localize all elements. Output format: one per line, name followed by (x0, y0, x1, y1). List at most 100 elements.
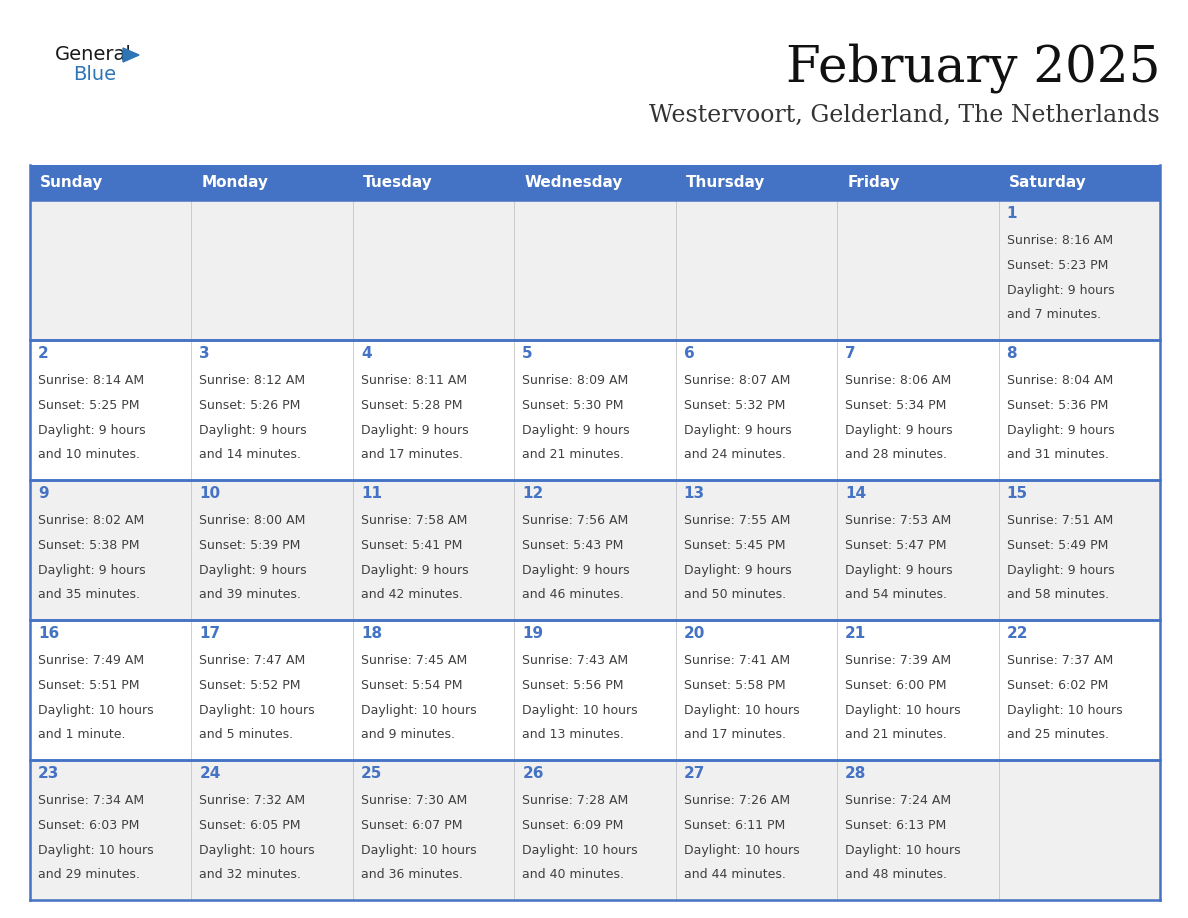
Text: Daylight: 9 hours: Daylight: 9 hours (1006, 284, 1114, 297)
Text: Sunset: 6:03 PM: Sunset: 6:03 PM (38, 819, 139, 832)
Text: Sunset: 5:28 PM: Sunset: 5:28 PM (361, 399, 462, 412)
Text: 28: 28 (845, 766, 866, 781)
Text: Sunrise: 7:58 AM: Sunrise: 7:58 AM (361, 514, 467, 527)
Text: Sunrise: 8:04 AM: Sunrise: 8:04 AM (1006, 375, 1113, 387)
Text: Sunrise: 7:32 AM: Sunrise: 7:32 AM (200, 794, 305, 807)
Text: Sunrise: 8:00 AM: Sunrise: 8:00 AM (200, 514, 305, 527)
Text: 15: 15 (1006, 486, 1028, 501)
FancyBboxPatch shape (676, 340, 838, 480)
Text: 14: 14 (845, 486, 866, 501)
Text: Daylight: 9 hours: Daylight: 9 hours (523, 424, 630, 437)
Text: Sunrise: 8:12 AM: Sunrise: 8:12 AM (200, 375, 305, 387)
FancyBboxPatch shape (999, 340, 1159, 480)
Text: 18: 18 (361, 626, 383, 641)
Text: and 46 minutes.: and 46 minutes. (523, 588, 624, 601)
FancyBboxPatch shape (838, 165, 999, 200)
Text: Daylight: 10 hours: Daylight: 10 hours (845, 704, 961, 717)
Text: Daylight: 9 hours: Daylight: 9 hours (1006, 424, 1114, 437)
Text: 9: 9 (38, 486, 49, 501)
Text: Sunrise: 7:34 AM: Sunrise: 7:34 AM (38, 794, 144, 807)
Text: Daylight: 10 hours: Daylight: 10 hours (200, 845, 315, 857)
Text: Sunset: 5:45 PM: Sunset: 5:45 PM (684, 539, 785, 552)
Text: 22: 22 (1006, 626, 1028, 641)
Text: Sunset: 5:56 PM: Sunset: 5:56 PM (523, 679, 624, 692)
FancyBboxPatch shape (999, 200, 1159, 340)
Text: Daylight: 10 hours: Daylight: 10 hours (361, 845, 476, 857)
FancyBboxPatch shape (999, 480, 1159, 620)
FancyBboxPatch shape (514, 620, 676, 760)
Text: Sunrise: 7:28 AM: Sunrise: 7:28 AM (523, 794, 628, 807)
Text: 13: 13 (684, 486, 704, 501)
Text: and 5 minutes.: and 5 minutes. (200, 728, 293, 741)
Text: Sunset: 5:47 PM: Sunset: 5:47 PM (845, 539, 947, 552)
Text: 11: 11 (361, 486, 381, 501)
Text: 8: 8 (1006, 346, 1017, 361)
Text: Sunset: 5:26 PM: Sunset: 5:26 PM (200, 399, 301, 412)
Text: Sunset: 6:02 PM: Sunset: 6:02 PM (1006, 679, 1108, 692)
Text: Sunrise: 7:53 AM: Sunrise: 7:53 AM (845, 514, 952, 527)
Text: and 54 minutes.: and 54 minutes. (845, 588, 947, 601)
Text: and 40 minutes.: and 40 minutes. (523, 868, 624, 881)
Text: Sunrise: 7:51 AM: Sunrise: 7:51 AM (1006, 514, 1113, 527)
Text: and 25 minutes.: and 25 minutes. (1006, 728, 1108, 741)
Text: 19: 19 (523, 626, 543, 641)
Text: Sunrise: 8:14 AM: Sunrise: 8:14 AM (38, 375, 144, 387)
Text: Sunset: 5:43 PM: Sunset: 5:43 PM (523, 539, 624, 552)
Text: 17: 17 (200, 626, 221, 641)
Text: Sunset: 5:38 PM: Sunset: 5:38 PM (38, 539, 139, 552)
FancyBboxPatch shape (676, 480, 838, 620)
Text: Sunset: 5:41 PM: Sunset: 5:41 PM (361, 539, 462, 552)
Text: Sunrise: 7:43 AM: Sunrise: 7:43 AM (523, 655, 628, 667)
Text: General: General (55, 46, 132, 64)
FancyBboxPatch shape (838, 200, 999, 340)
FancyBboxPatch shape (191, 340, 353, 480)
Text: and 31 minutes.: and 31 minutes. (1006, 448, 1108, 461)
Text: and 17 minutes.: and 17 minutes. (361, 448, 463, 461)
FancyBboxPatch shape (30, 620, 191, 760)
FancyBboxPatch shape (353, 165, 514, 200)
FancyBboxPatch shape (999, 620, 1159, 760)
FancyBboxPatch shape (353, 480, 514, 620)
Text: Daylight: 10 hours: Daylight: 10 hours (38, 704, 153, 717)
FancyBboxPatch shape (30, 340, 191, 480)
Text: 16: 16 (38, 626, 59, 641)
FancyBboxPatch shape (514, 340, 676, 480)
Text: and 48 minutes.: and 48 minutes. (845, 868, 947, 881)
Text: Sunset: 6:05 PM: Sunset: 6:05 PM (200, 819, 301, 832)
Text: Daylight: 9 hours: Daylight: 9 hours (38, 424, 146, 437)
Text: Sunset: 5:51 PM: Sunset: 5:51 PM (38, 679, 139, 692)
FancyBboxPatch shape (353, 340, 514, 480)
Text: Daylight: 9 hours: Daylight: 9 hours (200, 565, 307, 577)
FancyBboxPatch shape (676, 760, 838, 900)
Text: and 36 minutes.: and 36 minutes. (361, 868, 463, 881)
Text: Blue: Blue (72, 65, 116, 84)
Text: Sunrise: 7:39 AM: Sunrise: 7:39 AM (845, 655, 952, 667)
Text: 26: 26 (523, 766, 544, 781)
Text: Daylight: 10 hours: Daylight: 10 hours (38, 845, 153, 857)
Text: 4: 4 (361, 346, 372, 361)
Text: Daylight: 10 hours: Daylight: 10 hours (361, 704, 476, 717)
Text: 24: 24 (200, 766, 221, 781)
Text: Westervoort, Gelderland, The Netherlands: Westervoort, Gelderland, The Netherlands (650, 104, 1159, 127)
Text: and 14 minutes.: and 14 minutes. (200, 448, 302, 461)
Text: 20: 20 (684, 626, 706, 641)
Text: and 13 minutes.: and 13 minutes. (523, 728, 624, 741)
Text: Friday: Friday (847, 175, 899, 190)
Text: and 9 minutes.: and 9 minutes. (361, 728, 455, 741)
Text: Daylight: 10 hours: Daylight: 10 hours (523, 845, 638, 857)
Text: 27: 27 (684, 766, 706, 781)
Text: and 21 minutes.: and 21 minutes. (523, 448, 624, 461)
Text: 7: 7 (845, 346, 855, 361)
Text: Sunset: 5:25 PM: Sunset: 5:25 PM (38, 399, 139, 412)
Text: Sunrise: 8:02 AM: Sunrise: 8:02 AM (38, 514, 144, 527)
Text: Sunrise: 7:56 AM: Sunrise: 7:56 AM (523, 514, 628, 527)
Text: Daylight: 9 hours: Daylight: 9 hours (361, 565, 468, 577)
Text: Sunrise: 8:07 AM: Sunrise: 8:07 AM (684, 375, 790, 387)
FancyBboxPatch shape (30, 480, 191, 620)
Text: and 58 minutes.: and 58 minutes. (1006, 588, 1108, 601)
Text: Sunrise: 7:45 AM: Sunrise: 7:45 AM (361, 655, 467, 667)
Text: Sunset: 6:00 PM: Sunset: 6:00 PM (845, 679, 947, 692)
Text: and 44 minutes.: and 44 minutes. (684, 868, 785, 881)
FancyBboxPatch shape (353, 760, 514, 900)
Text: and 35 minutes.: and 35 minutes. (38, 588, 140, 601)
